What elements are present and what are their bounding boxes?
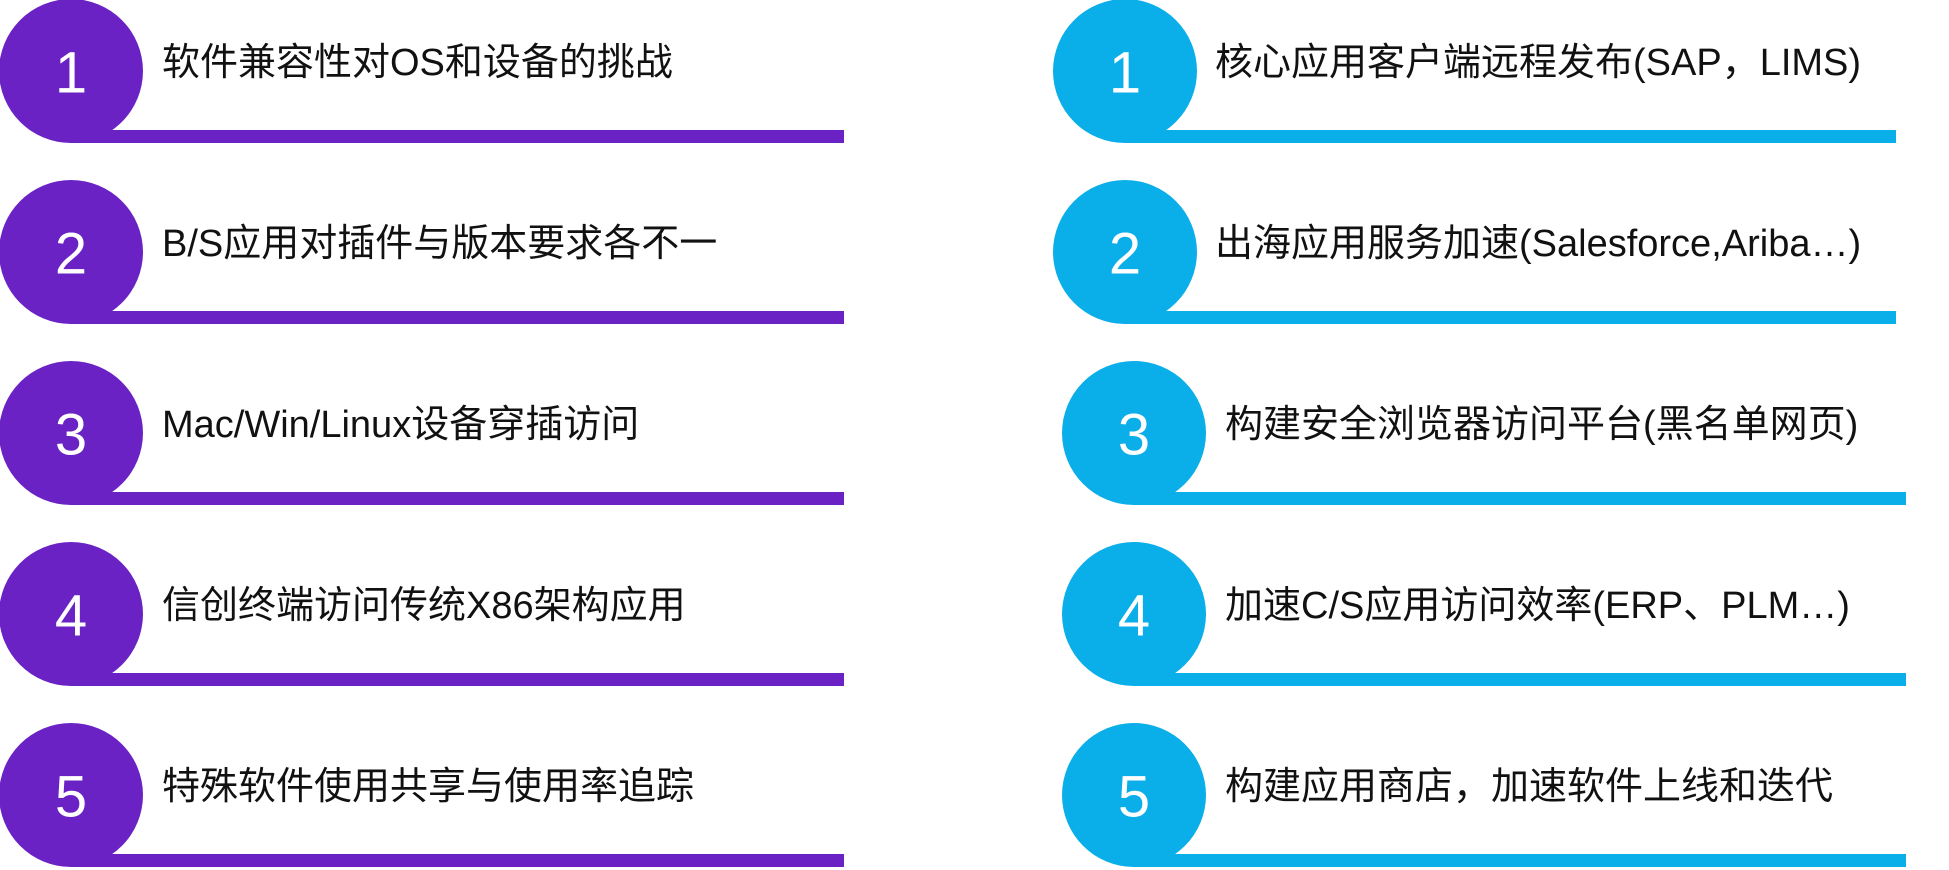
item-text: 加速C/S应用访问效率(ERP、PLM…) [1225,585,1850,627]
item-number: 4 [1118,584,1150,649]
underline-bar [71,130,844,143]
item-number: 5 [55,765,87,830]
item-text: Mac/Win/Linux设备穿插访问 [162,404,639,446]
underline-bar [71,673,844,686]
item-text: 出海应用服务加速(Salesforce,Ariba…) [1215,223,1861,265]
item-text: 核心应用客户端远程发布(SAP，LIMS) [1215,42,1861,84]
item-number: 5 [1118,765,1150,830]
underline-bar [1134,673,1906,686]
number-badge [0,542,143,686]
number-badge [1053,0,1197,143]
underline-bar [71,311,844,324]
item-text: 特殊软件使用共享与使用率追踪 [162,766,694,808]
item-text: 构建应用商店，加速软件上线和迭代 [1225,766,1833,808]
underline-bar [1134,854,1906,867]
underline-bar [71,492,844,505]
item-number: 3 [55,403,87,468]
underline-bar [1125,130,1896,143]
item-number: 2 [1109,222,1141,287]
number-badge [1062,542,1206,686]
underline-bar [71,854,844,867]
item-text: 构建安全浏览器访问平台(黑名单网页) [1225,404,1858,446]
item-number: 1 [1109,41,1141,106]
item-number: 1 [55,41,87,106]
underline-bar [1125,311,1896,324]
number-badge [1062,361,1206,505]
item-number: 3 [1118,403,1150,468]
item-number: 2 [55,222,87,287]
underline-bar [1134,492,1906,505]
number-badge [0,723,143,867]
number-badge [1062,723,1206,867]
item-text: B/S应用对插件与版本要求各不一 [162,223,717,265]
number-badge [1053,180,1197,324]
number-badge [0,361,143,505]
item-text: 软件兼容性对OS和设备的挑战 [162,42,673,84]
item-number: 4 [55,584,87,649]
item-text: 信创终端访问传统X86架构应用 [162,585,686,627]
number-badge [0,180,143,324]
number-badge [0,0,143,143]
